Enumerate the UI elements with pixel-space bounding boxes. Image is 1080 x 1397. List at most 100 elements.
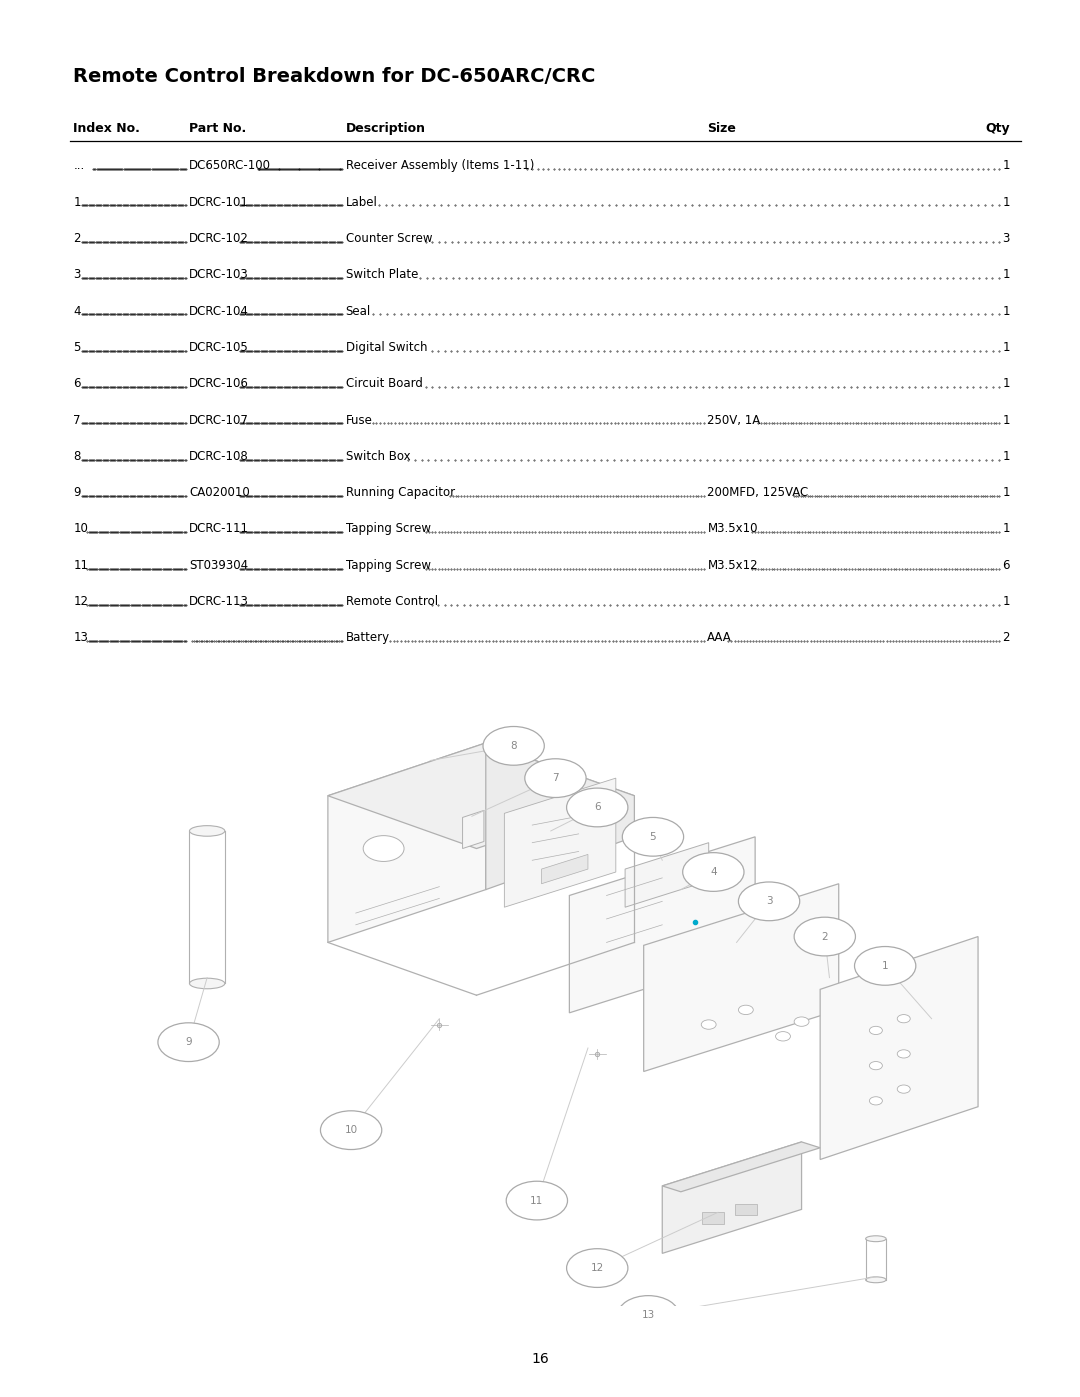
Text: Counter Screw: Counter Screw [346,232,432,244]
Text: 1: 1 [1002,450,1010,462]
Text: DCRC-105: DCRC-105 [189,341,248,353]
Circle shape [739,882,799,921]
Text: 12: 12 [591,1263,604,1273]
Text: 9: 9 [73,486,81,499]
Text: M3.5x10: M3.5x10 [707,522,758,535]
Text: Digital Switch: Digital Switch [346,341,427,353]
Text: Running Capacitor: Running Capacitor [346,486,455,499]
Circle shape [775,1031,791,1041]
Text: 6: 6 [594,802,600,813]
Text: Switch Plate: Switch Plate [346,268,418,281]
Text: ...: ... [73,159,84,172]
Text: 11: 11 [530,1196,543,1206]
Text: ST039304: ST039304 [189,559,248,571]
Text: Tapping Screw: Tapping Screw [346,559,431,571]
Circle shape [869,1027,882,1035]
Text: 7: 7 [552,773,558,784]
Text: 12: 12 [73,595,89,608]
Ellipse shape [189,978,225,989]
Text: 1: 1 [1002,268,1010,281]
Text: 1: 1 [73,196,81,208]
Text: DCRC-101: DCRC-101 [189,196,248,208]
Text: 2: 2 [822,932,828,942]
Ellipse shape [189,826,225,837]
Circle shape [897,1085,910,1094]
Text: Label: Label [346,196,378,208]
Text: Tapping Screw: Tapping Screw [346,522,431,535]
Text: 1: 1 [1002,159,1010,172]
Polygon shape [569,837,755,1013]
Polygon shape [328,743,486,943]
Text: AAA: AAA [707,631,732,644]
Text: 16: 16 [531,1352,549,1366]
Text: 3: 3 [73,268,81,281]
Polygon shape [820,936,978,1160]
Text: 1: 1 [1002,196,1010,208]
Text: 5: 5 [73,341,81,353]
Text: 1: 1 [1002,305,1010,317]
Text: 4: 4 [710,868,717,877]
Circle shape [363,835,404,862]
Text: 1: 1 [1002,595,1010,608]
Text: Remote Control Breakdown for DC-650ARC/CRC: Remote Control Breakdown for DC-650ARC/C… [73,67,596,87]
Text: 1: 1 [882,961,889,971]
Bar [734,1203,757,1215]
Text: Description: Description [346,122,426,134]
Text: 1: 1 [1002,486,1010,499]
Circle shape [158,1023,219,1062]
Circle shape [507,1182,567,1220]
Text: DCRC-104: DCRC-104 [189,305,248,317]
Text: 200MFD, 125VAC: 200MFD, 125VAC [707,486,809,499]
Ellipse shape [866,1277,886,1282]
Text: 13: 13 [73,631,89,644]
Ellipse shape [866,1236,886,1242]
Text: Index No.: Index No. [73,122,140,134]
Text: 6: 6 [73,377,81,390]
Text: DCRC-111: DCRC-111 [189,522,249,535]
Text: 3: 3 [766,897,772,907]
Text: DCRC-102: DCRC-102 [189,232,248,244]
Circle shape [567,788,627,827]
Circle shape [869,1097,882,1105]
Circle shape [701,1020,716,1030]
Text: DCRC-113: DCRC-113 [189,595,248,608]
Polygon shape [486,743,634,890]
Circle shape [618,1295,679,1334]
Text: 1: 1 [1002,377,1010,390]
Polygon shape [462,810,484,848]
Text: 13: 13 [642,1310,654,1320]
Text: Part No.: Part No. [189,122,246,134]
Polygon shape [625,842,708,907]
Circle shape [483,726,544,766]
Circle shape [794,918,855,956]
Polygon shape [504,778,616,907]
Text: Remote Control: Remote Control [346,595,437,608]
Circle shape [869,1062,882,1070]
Text: 1: 1 [1002,522,1010,535]
Text: 10: 10 [345,1125,357,1136]
Text: Circuit Board: Circuit Board [346,377,422,390]
Polygon shape [541,855,588,884]
Text: 3: 3 [1002,232,1010,244]
Text: 1: 1 [1002,414,1010,426]
Circle shape [683,852,744,891]
Circle shape [854,947,916,985]
Text: 4: 4 [73,305,81,317]
Text: DCRC-107: DCRC-107 [189,414,248,426]
Text: 2: 2 [1002,631,1010,644]
Text: Size: Size [707,122,737,134]
Text: DCRC-108: DCRC-108 [189,450,248,462]
Text: M3.5x12: M3.5x12 [707,559,758,571]
Circle shape [897,1049,910,1058]
Text: 7: 7 [73,414,81,426]
Text: 2: 2 [73,232,81,244]
Text: Switch Box: Switch Box [346,450,410,462]
Text: DCRC-103: DCRC-103 [189,268,248,281]
Text: Battery: Battery [346,631,390,644]
Text: 8: 8 [511,740,517,750]
Circle shape [622,817,684,856]
Text: 1: 1 [1002,341,1010,353]
Circle shape [897,1014,910,1023]
Text: Fuse: Fuse [346,414,373,426]
Circle shape [739,1006,753,1014]
